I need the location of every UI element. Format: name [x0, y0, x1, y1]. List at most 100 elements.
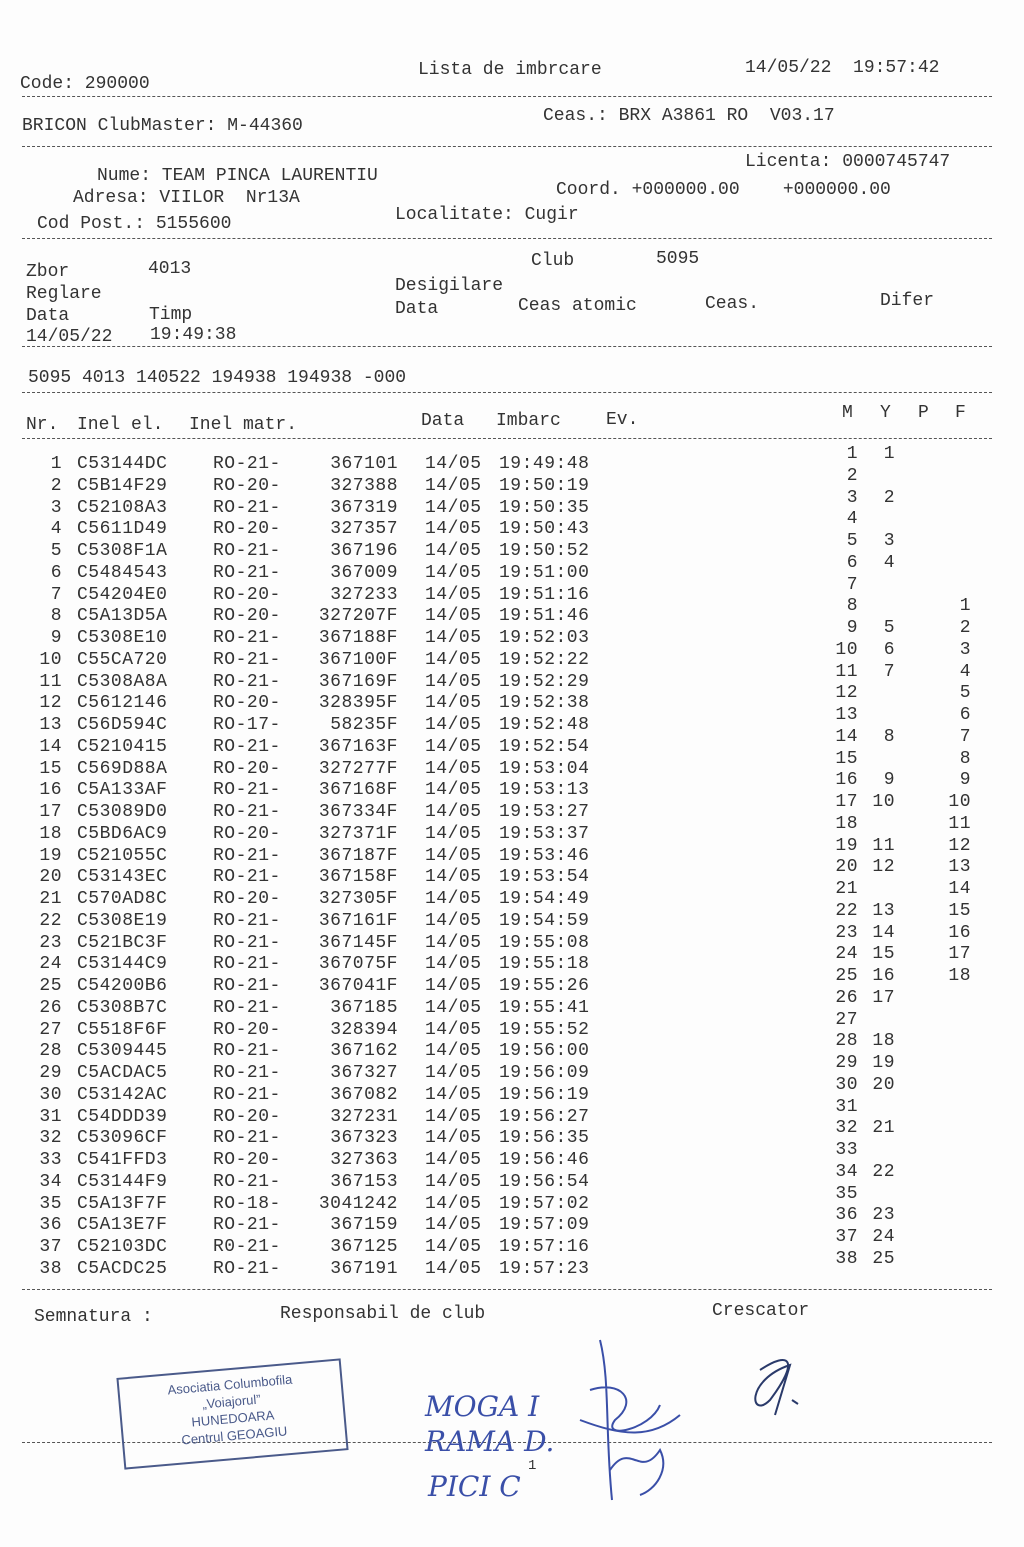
arrival-date: 14/05 [425, 584, 482, 605]
row-nr: 4 [50, 519, 62, 540]
col-m-value: 23 [835, 922, 858, 943]
arrival-time: 19:56:27 [499, 1106, 590, 1127]
ring-number: 367158F [318, 867, 398, 888]
ring-prefix: RO-21- [213, 802, 281, 822]
arrival-date: 14/05 [425, 889, 482, 909]
col-m-value: 4 [846, 509, 858, 530]
table-row: 23 C521BC3F RO-21- 367145F 14/05 19:55:08 23 14… [0, 923, 1024, 955]
arrival-time: 19:52:48 [499, 715, 590, 735]
arrival-time: 19:50:52 [499, 541, 590, 561]
ring-electronic: C53142AC [77, 1084, 168, 1105]
ring-prefix: RO-21- [213, 845, 281, 866]
row-nr: 38 [39, 1258, 62, 1279]
arrival-date: 14/05 [425, 649, 482, 670]
ring-electronic: C5B14F29 [77, 475, 168, 496]
ring-number: 367009 [330, 562, 398, 583]
arrival-time: 19:50:43 [499, 519, 590, 540]
row-nr: 25 [39, 976, 62, 996]
arrival-date: 14/05 [425, 1041, 482, 1062]
ring-electronic: C5309445 [77, 1041, 168, 1062]
license: Licenta: 0000745747 [745, 152, 951, 172]
ring-prefix: RO-21- [213, 997, 281, 1018]
print-datetime: 14/05/22 19:57:42 [745, 58, 940, 78]
arrival-date: 14/05 [425, 693, 482, 714]
col-m-value: 38 [835, 1248, 858, 1269]
arrival-time: 19:52:38 [499, 693, 590, 714]
col-y-value: 24 [872, 1227, 895, 1247]
col-m: M [842, 403, 853, 423]
table-row: 31 C54DDD39 RO-20- 327231 14/05 19:56:27 31 [0, 1097, 1024, 1129]
arrival-time: 19:52:29 [499, 671, 590, 692]
page-number: 1 [528, 1458, 537, 1474]
row-nr: 24 [39, 954, 62, 975]
divider [22, 438, 992, 439]
owner-name: Nume: TEAM PINCA LAURENTIU [97, 166, 378, 186]
arrival-date: 14/05 [425, 541, 482, 561]
ring-electronic: C5308E19 [77, 910, 168, 931]
arrival-date: 14/05 [425, 671, 482, 692]
col-m-value: 20 [835, 857, 858, 878]
col-m-value: 33 [835, 1140, 858, 1160]
table-row: 18 C5BD6AC9 RO-20- 327371F 14/05 19:53:37 18 11 [0, 814, 1024, 846]
arrival-date: 14/05 [425, 954, 482, 975]
col-m-value: 28 [835, 1031, 858, 1052]
col-y-value: 3 [883, 531, 895, 551]
breeder-label: Crescator [712, 1301, 810, 1321]
col-m-value: 9 [846, 618, 858, 638]
arrival-time: 19:52:22 [499, 649, 590, 670]
ring-prefix: RO-21- [213, 1084, 281, 1105]
ring-prefix: RO-21- [213, 910, 281, 931]
row-nr: 31 [39, 1106, 62, 1127]
col-y-value: 20 [872, 1074, 895, 1095]
col-f-value: 5 [959, 683, 971, 704]
arrival-date: 14/05 [425, 1019, 482, 1040]
col-f-value: 1 [959, 596, 971, 617]
row-nr: 13 [39, 715, 62, 735]
ring-electronic: C521BC3F [77, 932, 168, 953]
col-m-value: 5 [846, 531, 858, 551]
arrival-time: 19:50:19 [499, 475, 590, 496]
col-m-value: 10 [835, 639, 858, 660]
col-f-value: 6 [959, 705, 971, 725]
table-row: 14 C5210415 RO-21- 367163F 14/05 19:52:54 14 8 7 [0, 727, 1024, 759]
divider [22, 96, 992, 97]
ring-number: 327357 [330, 519, 398, 540]
ring-number: 367323 [330, 1128, 398, 1149]
ring-prefix: RO-21- [213, 780, 281, 801]
club-label: Club [531, 251, 575, 271]
table-row: 7 C54204E0 RO-20- 327233 14/05 19:51:16 7 [0, 575, 1024, 607]
row-nr: 5 [50, 541, 62, 561]
arrival-date: 14/05 [425, 1084, 482, 1105]
row-nr: 9 [50, 628, 62, 648]
col-m-value: 24 [835, 944, 858, 965]
flight-summary: 5095 4013 140522 194938 194938 -000 [28, 368, 407, 388]
col-m-value: 6 [846, 552, 858, 573]
ring-prefix: RO-18- [213, 1193, 281, 1214]
table-row: 12 C5612146 RO-20- 328395F 14/05 19:52:38 12 5 [0, 683, 1024, 715]
ring-electronic: C5518F6F [77, 1019, 168, 1040]
row-nr: 30 [39, 1084, 62, 1105]
divider [22, 346, 992, 347]
ring-prefix: RO-21- [213, 649, 281, 670]
col-m-value: 3 [846, 487, 858, 508]
ring-prefix: RO-20- [213, 519, 281, 540]
row-nr: 37 [39, 1237, 62, 1257]
arrival-date: 14/05 [425, 1258, 482, 1279]
ring-number: 367319 [330, 497, 398, 518]
col-m-value: 37 [835, 1227, 858, 1247]
ring-number: 367168F [318, 780, 398, 801]
col-p: P [918, 403, 929, 423]
ring-number: 367100F [318, 649, 398, 670]
handwritten-name: PICI C [428, 1470, 521, 1503]
arrival-time: 19:55:26 [499, 976, 590, 996]
ring-number: 327231 [330, 1106, 398, 1127]
ring-electronic: C5484543 [77, 562, 168, 583]
divider [22, 238, 992, 239]
col-inel-el: Inel el. [77, 415, 164, 435]
col-m-value: 32 [835, 1118, 858, 1139]
ring-electronic: C55CA720 [77, 649, 168, 670]
ring-number: 367163F [318, 736, 398, 757]
arrival-date: 14/05 [425, 1063, 482, 1083]
col-y-value: 18 [872, 1031, 895, 1052]
row-nr: 16 [39, 780, 62, 801]
